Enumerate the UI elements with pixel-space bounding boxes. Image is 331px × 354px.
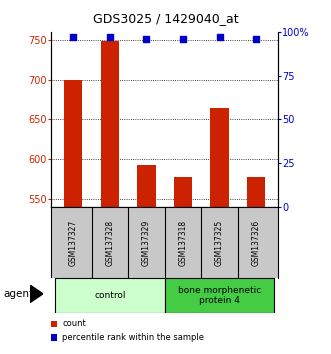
Text: GSM137326: GSM137326 xyxy=(252,219,260,266)
Polygon shape xyxy=(30,285,43,303)
Point xyxy=(180,36,186,42)
Text: bone morphenetic
protein 4: bone morphenetic protein 4 xyxy=(178,286,261,305)
Bar xyxy=(165,278,274,313)
Bar xyxy=(101,41,119,207)
Bar xyxy=(64,80,82,207)
Text: GSM137318: GSM137318 xyxy=(178,219,187,266)
Text: control: control xyxy=(94,291,125,300)
Point xyxy=(71,34,76,40)
Point xyxy=(217,34,222,40)
Text: agent: agent xyxy=(3,289,33,299)
Bar xyxy=(247,177,265,207)
Text: percentile rank within the sample: percentile rank within the sample xyxy=(62,333,204,342)
Point xyxy=(107,34,113,40)
Text: GDS3025 / 1429040_at: GDS3025 / 1429040_at xyxy=(93,12,238,25)
Bar xyxy=(174,177,192,207)
Bar xyxy=(55,278,165,313)
Bar xyxy=(211,108,229,207)
Text: GSM137328: GSM137328 xyxy=(105,219,114,266)
Point xyxy=(254,36,259,42)
Text: GSM137325: GSM137325 xyxy=(215,219,224,266)
Point xyxy=(144,36,149,42)
Text: GSM137329: GSM137329 xyxy=(142,219,151,266)
Bar xyxy=(137,165,156,207)
Text: count: count xyxy=(62,319,86,329)
Text: GSM137327: GSM137327 xyxy=(69,219,78,266)
